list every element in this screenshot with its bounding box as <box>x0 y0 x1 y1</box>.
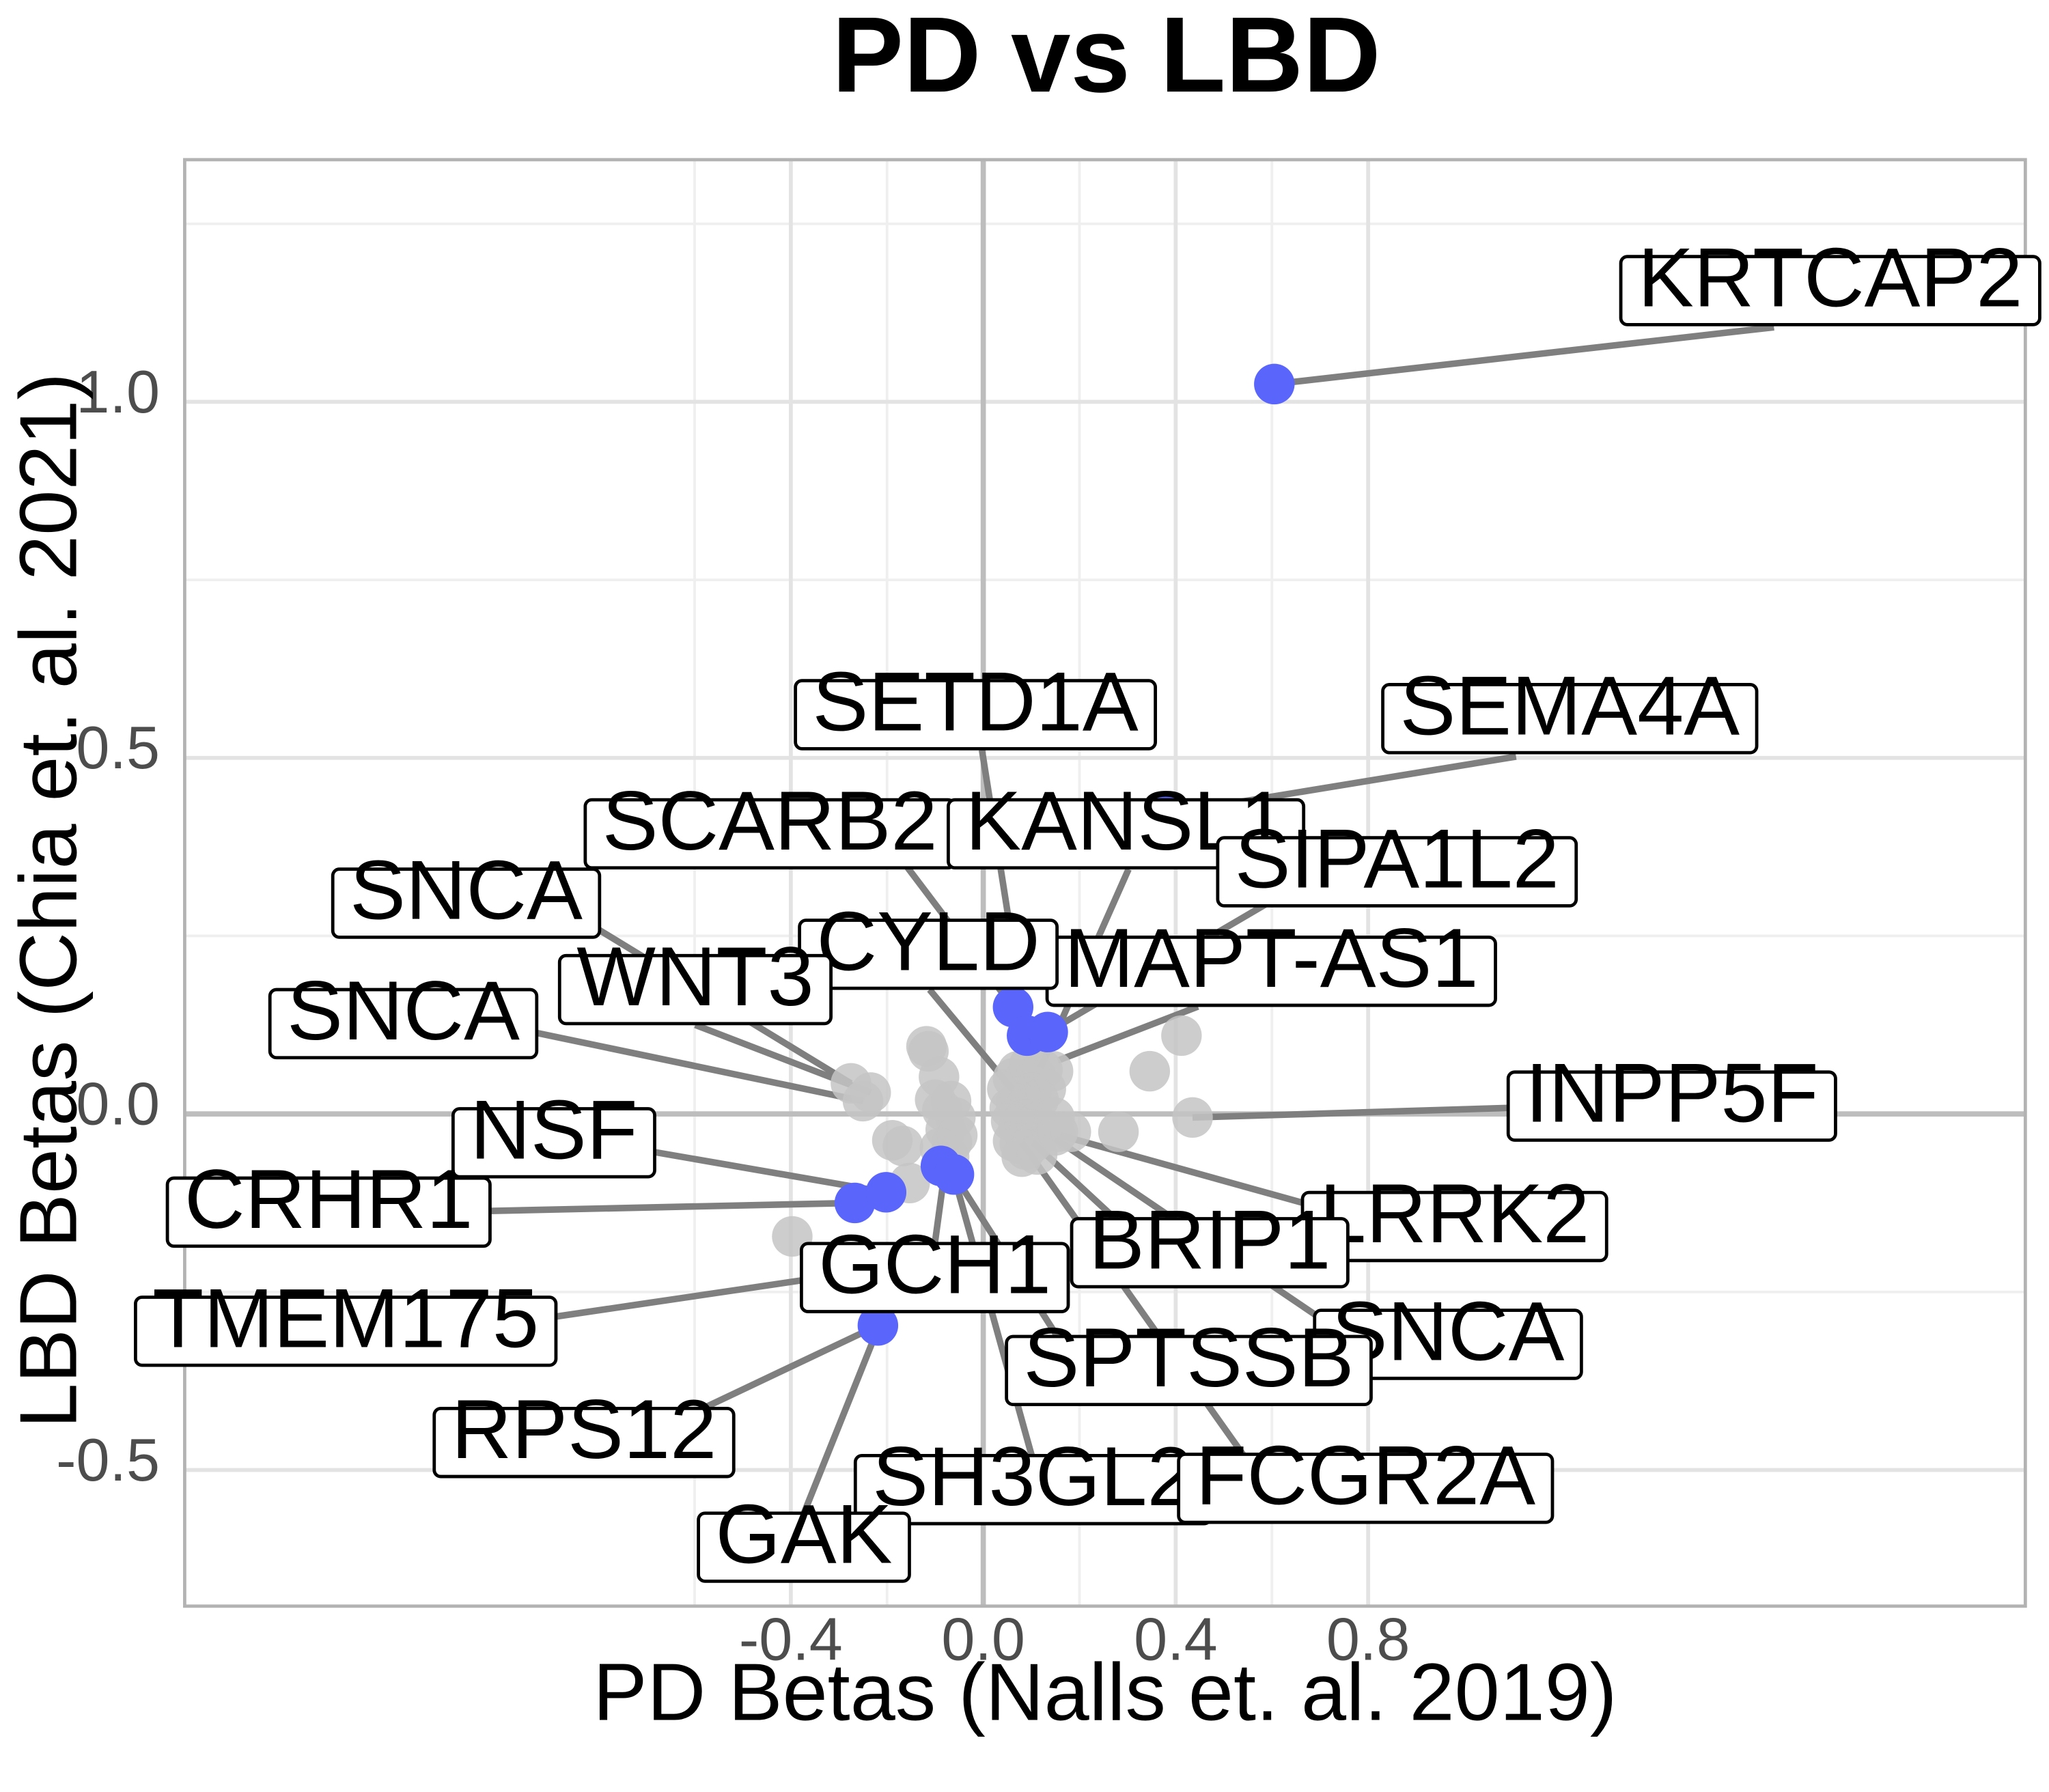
gene-label: GAK <box>697 1487 911 1583</box>
gene-label-box <box>268 988 539 1060</box>
gene-label-text: RPS12 <box>451 1382 717 1476</box>
gene-label: SNCA <box>268 964 539 1060</box>
y-tick-label: 1.0 <box>76 358 160 425</box>
gene-label: FCGR2A <box>1177 1428 1555 1524</box>
plot-panel-border <box>183 158 2027 1608</box>
gene-label-text: KRTCAP2 <box>1638 231 2023 324</box>
gene-label: NSF <box>451 1082 656 1179</box>
gene-label: MAPT-AS1 <box>1045 911 1497 1007</box>
gene-label-text: SETD1A <box>813 655 1139 748</box>
gene-label-box <box>697 1511 911 1583</box>
gene-label-box <box>794 679 1158 751</box>
x-tick-label: -0.4 <box>739 1605 843 1672</box>
gene-label-text: GCH1 <box>818 1218 1051 1311</box>
gene-label: SIPA1L2 <box>1216 812 1578 908</box>
gene-label-text: SNCA <box>350 843 583 937</box>
data-point <box>1098 1111 1139 1152</box>
gene-label-text: NSF <box>470 1082 637 1176</box>
gene-label: CYLD <box>798 894 1059 990</box>
gene-label-text: LRRK2 <box>1320 1166 1589 1260</box>
gene-label-box <box>800 1242 1070 1313</box>
gene-label-text: SPTSSB <box>1024 1311 1354 1404</box>
y-axis-title: LBD Betas (Chia et. al. 2021) <box>3 373 94 1429</box>
highlighted-data-point <box>857 1305 899 1346</box>
gene-label: TMEM175 <box>133 1271 558 1367</box>
y-tick-label: 0.5 <box>76 714 160 781</box>
gene-label-text: SNCA <box>287 964 520 1057</box>
y-tick-label: -0.5 <box>56 1426 160 1494</box>
gene-label-box <box>133 1296 558 1367</box>
gene-label-text: TMEM175 <box>152 1271 539 1364</box>
gene-label-text: SCARB2 <box>602 774 938 867</box>
x-tick-label: 0.8 <box>1326 1605 1410 1672</box>
gene-label: SH3GL2 <box>853 1429 1212 1526</box>
gene-label: SNCA <box>331 843 602 939</box>
gene-label-text: CYLD <box>817 894 1040 988</box>
label-leader-line <box>491 1020 864 1105</box>
gene-label: RPS12 <box>432 1382 736 1479</box>
gene-label: SPTSSB <box>1005 1311 1373 1407</box>
gene-label-box <box>1177 1453 1555 1524</box>
label-leader-line <box>1274 324 1774 388</box>
gene-label: SEMA4A <box>1381 658 1759 755</box>
data-point <box>1172 1097 1213 1138</box>
gene-label-text: INPP5F <box>1525 1046 1818 1140</box>
gene-label-text: FCGR2A <box>1196 1428 1536 1522</box>
label-leader-line <box>1192 1102 1569 1121</box>
gene-label-text: SH3GL2 <box>872 1429 1193 1523</box>
gene-label-text: GAK <box>716 1487 893 1581</box>
gene-label-box <box>947 798 1306 870</box>
gene-label: BRIP1 <box>1070 1192 1350 1289</box>
highlighted-data-point <box>865 1172 907 1213</box>
gene-label-text: BRIP1 <box>1089 1192 1331 1286</box>
data-point <box>1129 1050 1171 1092</box>
gene-label-box <box>432 1407 736 1479</box>
gene-label-text: SIPA1L2 <box>1235 812 1559 906</box>
data-point <box>882 1125 923 1166</box>
gene-label-box <box>1381 683 1759 755</box>
gene-label-text: SEMA4A <box>1399 658 1740 752</box>
gene-label-text: WNT3 <box>576 929 813 1023</box>
highlighted-data-point <box>933 1154 975 1195</box>
gene-label-text: MAPT-AS1 <box>1064 911 1479 1005</box>
gene-label: CRHR1 <box>165 1152 492 1248</box>
gene-label-box <box>1070 1217 1350 1289</box>
gene-label: GCH1 <box>800 1218 1070 1313</box>
data-point <box>1161 1015 1202 1056</box>
data-point <box>936 1115 978 1156</box>
label-leader-line <box>436 1199 855 1216</box>
gene-label: LRRK2 <box>1300 1166 1608 1263</box>
label-leader-line <box>682 1322 880 1421</box>
gene-label-box <box>1216 836 1578 908</box>
gene-label-box <box>1005 1334 1373 1407</box>
chart-title: PD vs LBD <box>832 0 1380 115</box>
label-leader-line <box>622 1143 887 1196</box>
highlighted-data-point <box>1027 1011 1068 1052</box>
highlighted-data-point <box>834 1182 876 1224</box>
y-axis-ticks: -0.5 0.0 0.5 1.0 <box>56 358 160 1494</box>
gene-label-box <box>451 1107 656 1179</box>
gene-label-box <box>165 1176 492 1248</box>
gene-label-box <box>331 867 602 939</box>
x-tick-label: 0.0 <box>941 1605 1025 1672</box>
gene-label-box <box>1506 1070 1837 1142</box>
gene-label: SETD1A <box>794 655 1158 751</box>
gene-label-text: CRHR1 <box>184 1152 473 1246</box>
x-axis-ticks: -0.4 0.0 0.4 0.8 <box>739 1605 1410 1672</box>
gene-label: SCARB2 <box>583 774 956 870</box>
gene-label-box <box>1619 255 2041 326</box>
gene-label-box <box>557 953 833 1026</box>
gene-label: KRTCAP2 <box>1619 231 2041 326</box>
x-tick-label: 0.4 <box>1134 1605 1218 1672</box>
gene-label: WNT3 <box>557 929 833 1026</box>
label-leader-line <box>1057 1003 1199 1064</box>
x-axis-title: PD Betas (Nalls et. al. 2019) <box>593 1647 1617 1738</box>
highlighted-data-point <box>1254 363 1295 405</box>
gene-label: INPP5F <box>1506 1046 1837 1142</box>
data-point <box>850 1072 891 1113</box>
data-point <box>1050 1111 1091 1152</box>
y-tick-label: 0.0 <box>76 1069 160 1137</box>
